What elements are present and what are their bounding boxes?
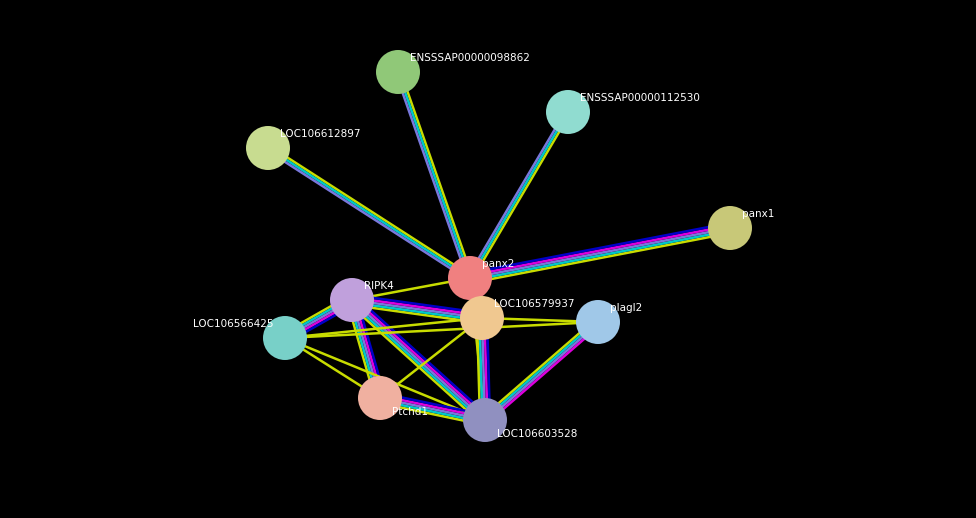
Text: plagl2: plagl2 xyxy=(610,303,642,313)
Text: RIPK4: RIPK4 xyxy=(364,281,393,291)
Circle shape xyxy=(546,90,590,134)
Circle shape xyxy=(263,316,307,360)
Text: LOC106579937: LOC106579937 xyxy=(494,299,575,309)
Text: panx1: panx1 xyxy=(742,209,774,219)
Circle shape xyxy=(358,376,402,420)
Text: ENSSSAP00000098862: ENSSSAP00000098862 xyxy=(410,53,530,63)
Circle shape xyxy=(576,300,620,344)
Circle shape xyxy=(376,50,420,94)
Circle shape xyxy=(330,278,374,322)
Text: Ptchd1: Ptchd1 xyxy=(392,407,428,417)
Circle shape xyxy=(246,126,290,170)
Text: LOC106566425: LOC106566425 xyxy=(192,319,273,329)
Text: ENSSSAP00000112530: ENSSSAP00000112530 xyxy=(580,93,700,103)
Circle shape xyxy=(460,296,504,340)
Text: LOC106603528: LOC106603528 xyxy=(497,429,578,439)
Text: LOC106612897: LOC106612897 xyxy=(280,129,360,139)
Circle shape xyxy=(463,398,507,442)
Circle shape xyxy=(708,206,752,250)
Text: panx2: panx2 xyxy=(482,259,514,269)
Circle shape xyxy=(448,256,492,300)
